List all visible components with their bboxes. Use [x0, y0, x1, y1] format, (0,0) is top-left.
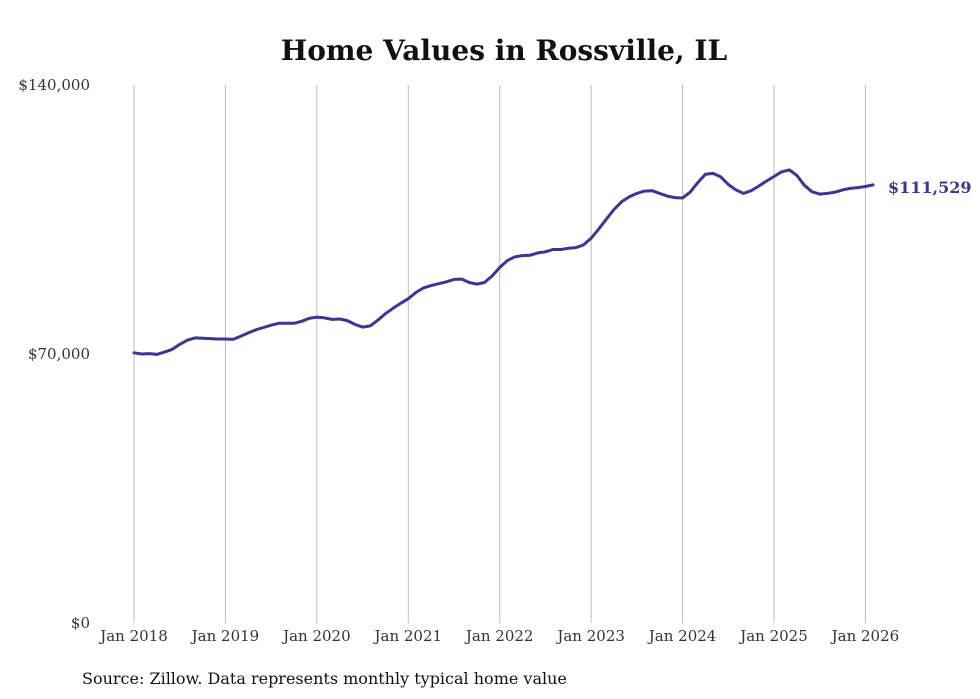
x-tick-label: Jan 2022: [464, 627, 534, 645]
y-tick-label: $0: [71, 614, 90, 632]
x-tick-label: Jan 2018: [98, 627, 168, 645]
grid-lines: [133, 85, 866, 623]
x-tick-label: Jan 2026: [830, 627, 900, 645]
y-axis-tick-labels: $0 $70,000 $140,000: [18, 76, 90, 632]
x-tick-label: Jan 2021: [372, 627, 442, 645]
chart-title: Home Values in Rossville, IL: [281, 34, 728, 67]
x-tick-label: Jan 2019: [190, 627, 260, 645]
latest-value-label: $111,529: [888, 178, 972, 197]
x-tick-label: Jan 2023: [555, 627, 625, 645]
x-tick-label: Jan 2025: [738, 627, 808, 645]
x-tick-label: Jan 2020: [281, 627, 351, 645]
x-tick-label: Jan 2024: [647, 627, 717, 645]
y-tick-label: $140,000: [18, 76, 90, 94]
source-note: Source: Zillow. Data represents monthly …: [82, 669, 567, 688]
home-value-line: [132, 168, 875, 356]
y-tick-label: $70,000: [28, 345, 90, 363]
x-axis-tick-labels: Jan 2018 Jan 2019 Jan 2020 Jan 2021 Jan 2022…: [98, 627, 899, 645]
